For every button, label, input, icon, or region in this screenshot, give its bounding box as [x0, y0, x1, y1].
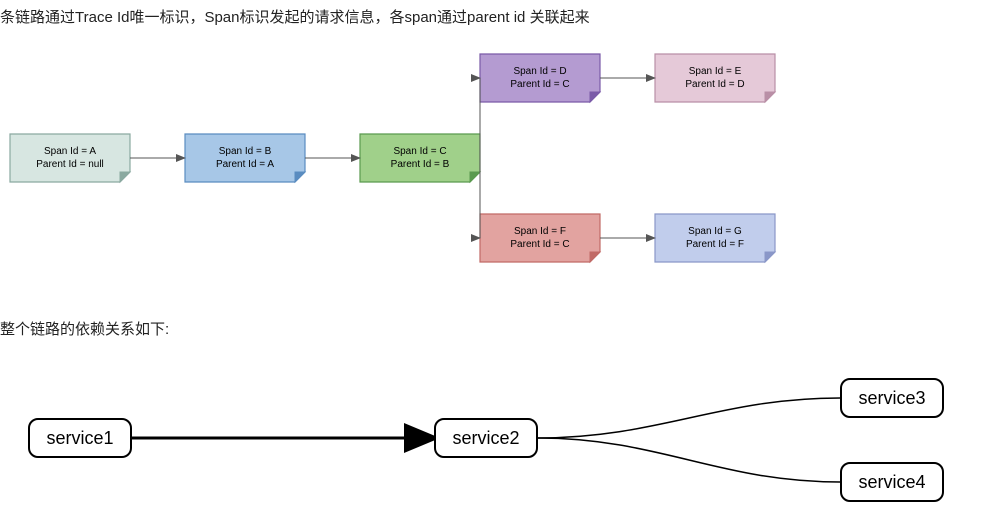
- service-node-s2: service2: [434, 418, 538, 458]
- span-id-label: Span Id = E: [689, 65, 742, 78]
- service-node-s1: service1: [28, 418, 132, 458]
- parent-id-label: Parent Id = null: [36, 158, 104, 171]
- span-id-label: Span Id = D: [513, 65, 566, 78]
- span-id-label: Span Id = B: [219, 145, 272, 158]
- diagram-canvas: Span Id = AParent Id = nullSpan Id = BPa…: [0, 0, 1000, 524]
- span-id-label: Span Id = F: [514, 225, 566, 238]
- span-node-A: Span Id = AParent Id = null: [10, 134, 130, 182]
- span-node-E: Span Id = EParent Id = D: [655, 54, 775, 102]
- span-id-label: Span Id = G: [688, 225, 742, 238]
- parent-id-label: Parent Id = D: [685, 78, 744, 91]
- span-node-B: Span Id = BParent Id = A: [185, 134, 305, 182]
- parent-id-label: Parent Id = B: [391, 158, 450, 171]
- span-id-label: Span Id = A: [44, 145, 96, 158]
- span-node-C: Span Id = CParent Id = B: [360, 134, 480, 182]
- span-node-F: Span Id = FParent Id = C: [480, 214, 600, 262]
- service-node-s3: service3: [840, 378, 944, 418]
- service-label: service3: [858, 388, 925, 409]
- service-label: service2: [452, 428, 519, 449]
- service-node-s4: service4: [840, 462, 944, 502]
- span-id-label: Span Id = C: [393, 145, 446, 158]
- parent-id-label: Parent Id = A: [216, 158, 274, 171]
- parent-id-label: Parent Id = F: [686, 238, 744, 251]
- parent-id-label: Parent Id = C: [510, 78, 569, 91]
- parent-id-label: Parent Id = C: [510, 238, 569, 251]
- span-node-G: Span Id = GParent Id = F: [655, 214, 775, 262]
- service-label: service1: [46, 428, 113, 449]
- service-label: service4: [858, 472, 925, 493]
- span-node-D: Span Id = DParent Id = C: [480, 54, 600, 102]
